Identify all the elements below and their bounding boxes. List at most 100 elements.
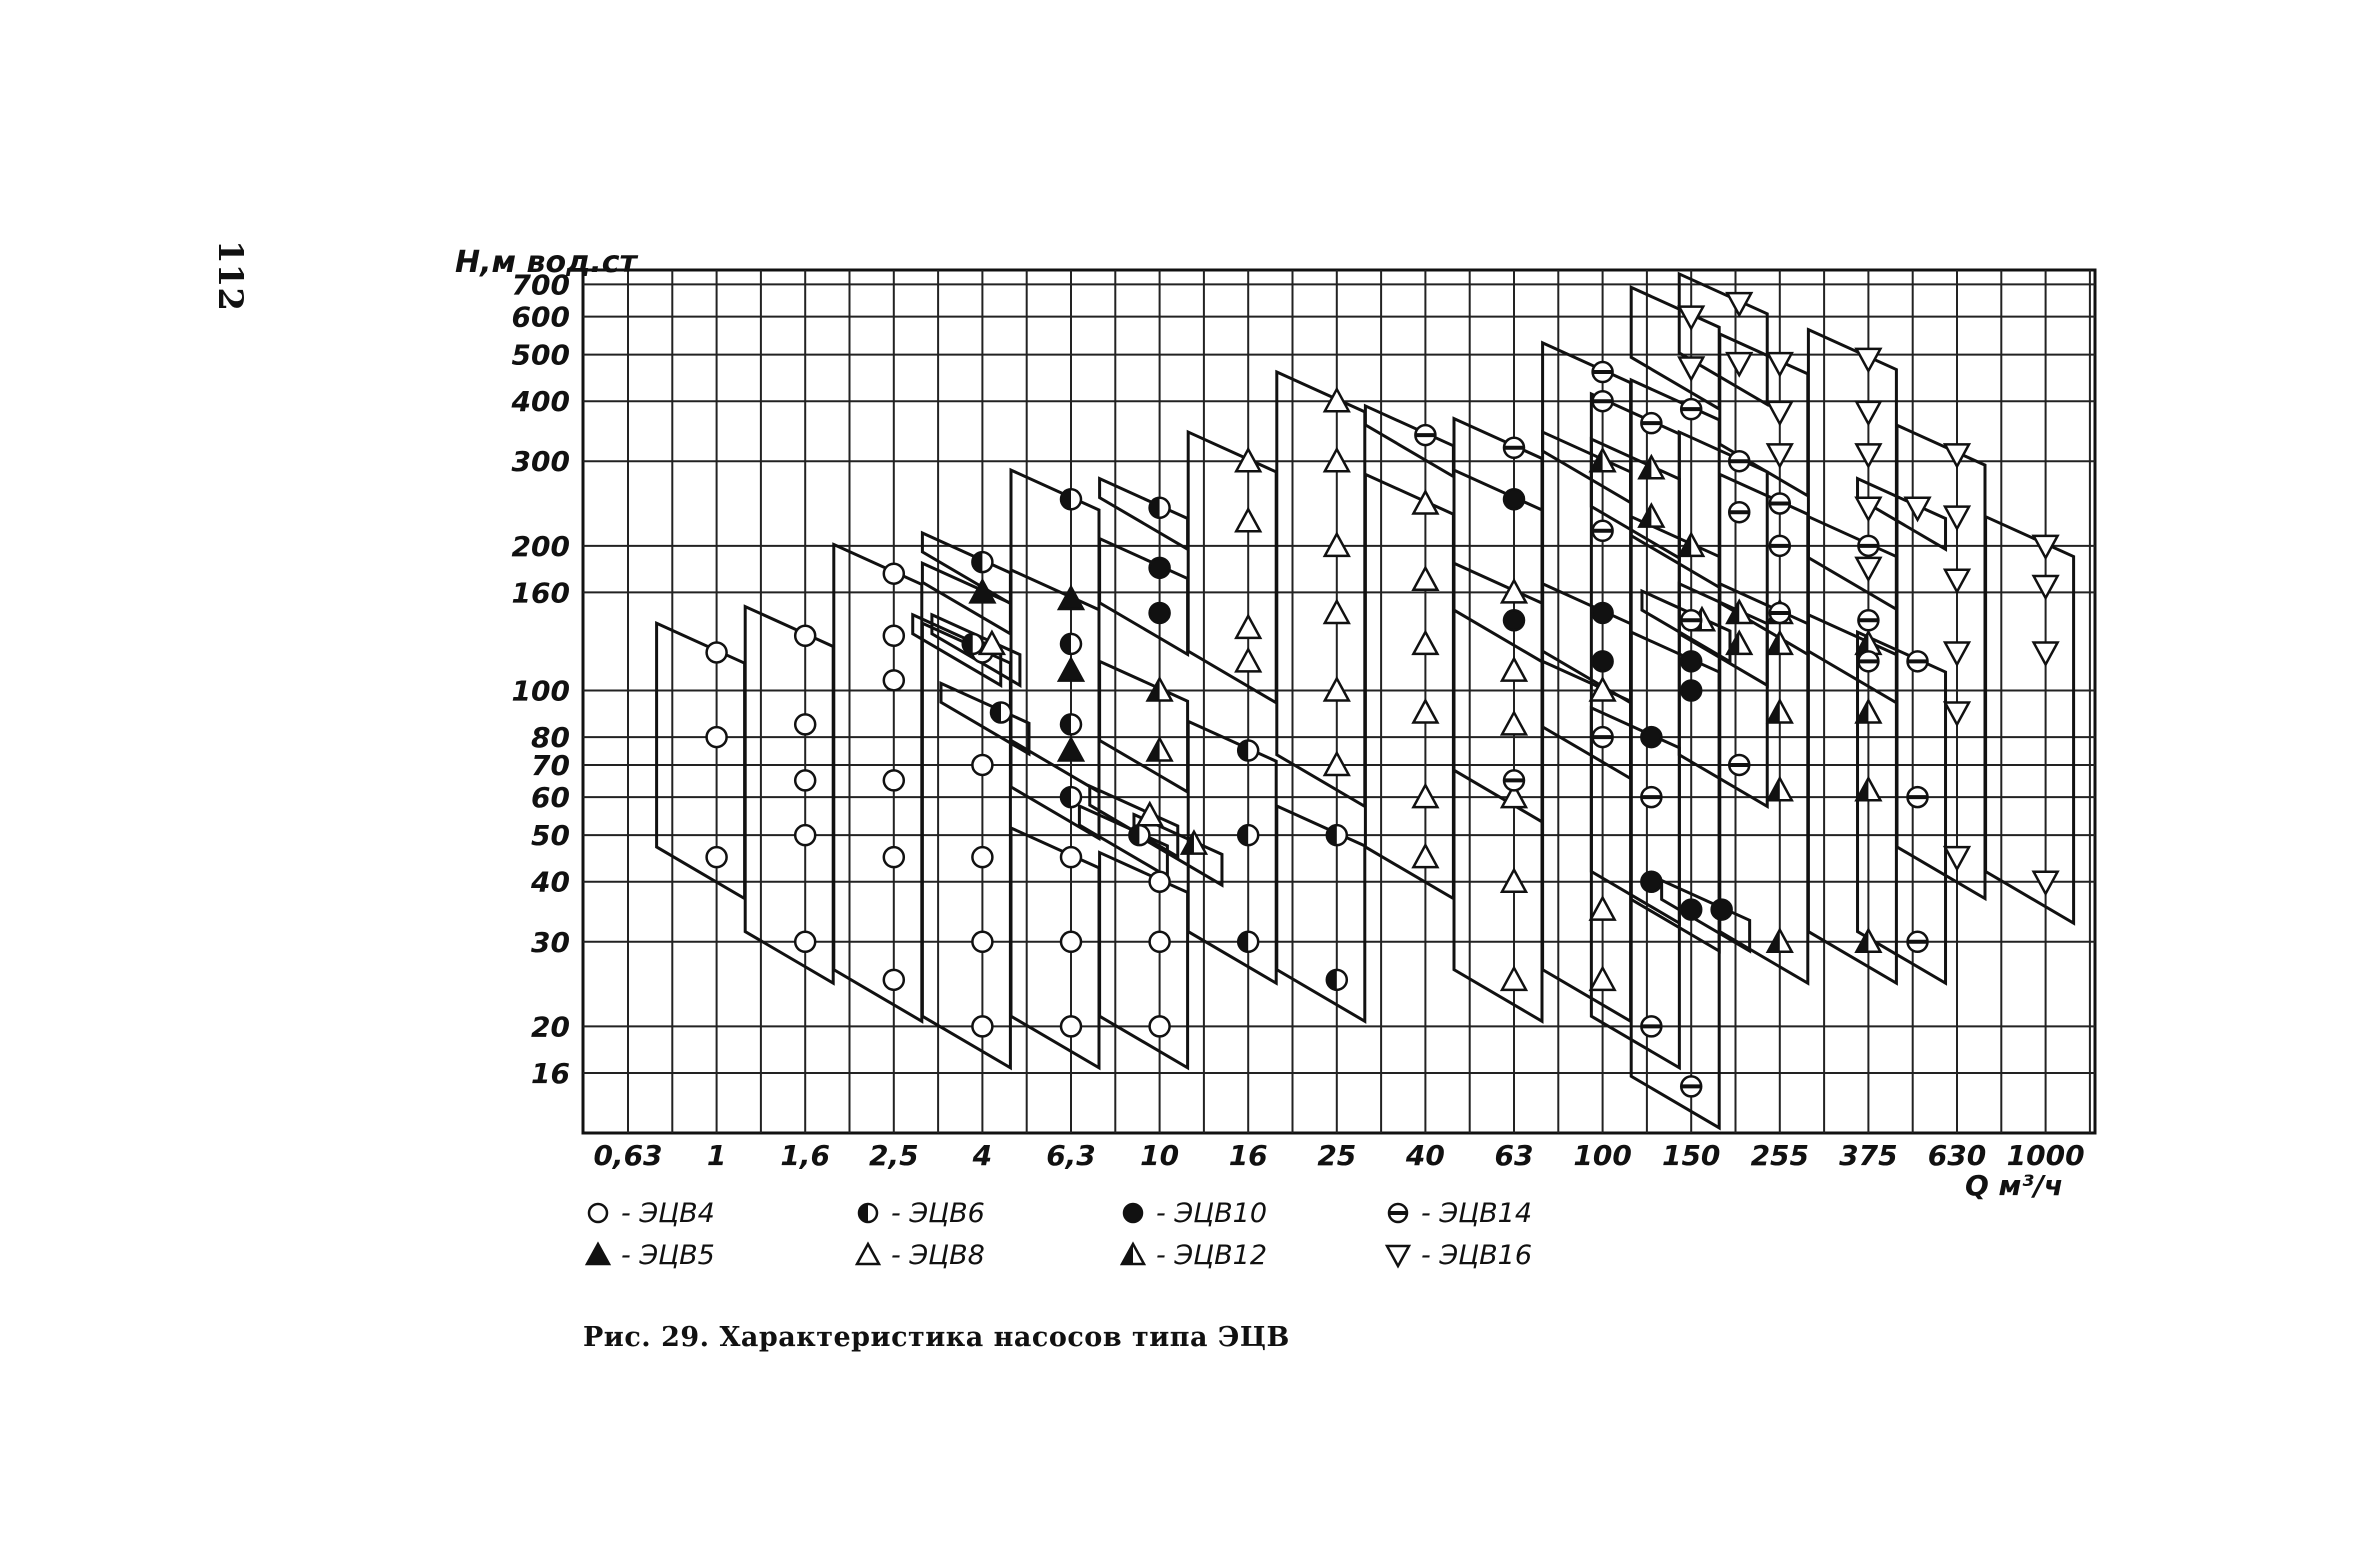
data-point (1588, 446, 1617, 473)
data-point (1765, 775, 1794, 802)
data-point (1591, 725, 1614, 749)
data-point (1059, 632, 1083, 656)
y-tick-label: 50 (531, 819, 570, 852)
data-point (1679, 679, 1703, 702)
legend-label: - ЭЦВ12 (1156, 1239, 1268, 1271)
data-point (1591, 389, 1614, 413)
data-point (1499, 965, 1529, 992)
legend-item: - ЭЦВ5 (583, 1238, 715, 1272)
pump-envelope (1541, 429, 1633, 506)
data-point (705, 725, 728, 749)
y-tick-label: 40 (530, 866, 570, 899)
legend-marker-icon (857, 1202, 879, 1224)
data-point (1854, 927, 1883, 954)
data-point (1322, 750, 1351, 777)
pump-envelope (1098, 659, 1190, 795)
pump-envelope (1098, 850, 1190, 1071)
data-point (1679, 609, 1703, 632)
x-tick-label: 630 (1928, 1139, 1986, 1172)
legend-label: - ЭЦВ6 (891, 1197, 985, 1229)
data-point (1679, 898, 1703, 921)
data-point (705, 845, 728, 869)
data-point (1677, 356, 1706, 383)
axis-ticks: 0,63 1 1,6 2,5 4 6,3 10 16 25 40 63 100 150 255 375 630… (511, 268, 2085, 1172)
data-point (793, 769, 817, 792)
legend-marker-icon (1384, 1244, 1412, 1269)
data-point (1854, 775, 1883, 802)
x-tick-label: 1000 (2007, 1139, 2085, 1172)
data-point (1725, 598, 1754, 625)
data-point (1854, 400, 1883, 427)
x-tick-label: 255 (1751, 1139, 1809, 1172)
x-tick-label: 150 (1662, 1139, 1720, 1172)
pump-envelope (1677, 271, 1769, 408)
data-point (1640, 870, 1663, 893)
data-point (1135, 800, 1164, 827)
data-point (968, 577, 997, 604)
data-point (1637, 453, 1666, 480)
data-point (1588, 965, 1617, 992)
data-point (882, 624, 906, 648)
data-point (1725, 629, 1754, 656)
data-point (1502, 609, 1526, 632)
data-point (1059, 785, 1083, 809)
legend-marker (1387, 1202, 1409, 1224)
data-point (1727, 500, 1751, 524)
data-point (1411, 629, 1440, 656)
data-point (1942, 701, 1972, 728)
data-point (961, 632, 984, 656)
x-tick-label: 375 (1839, 1139, 1897, 1172)
legend-marker-icon (1119, 1241, 1147, 1266)
y-tick-label: 600 (512, 301, 570, 334)
data-point (1148, 930, 1171, 954)
data-point (989, 701, 1013, 724)
data-point (1765, 629, 1794, 656)
data-point (1857, 609, 1880, 632)
data-point (1854, 496, 1883, 523)
data-point (1637, 502, 1666, 528)
data-point (1322, 531, 1351, 558)
pump-envelope (920, 560, 1012, 637)
data-point (1236, 739, 1260, 762)
data-point (1236, 930, 1260, 954)
data-point (1499, 782, 1529, 809)
legend-item: - ЭЦВ4 (583, 1196, 715, 1230)
data-point (1903, 496, 1932, 523)
data-point (1640, 411, 1663, 435)
legend-label: - ЭЦВ16 (1421, 1239, 1533, 1271)
pump-envelope (1186, 429, 1278, 706)
data-point (1056, 735, 1086, 762)
data-point (882, 968, 906, 992)
legend-item: - ЭЦВ8 (853, 1238, 985, 1272)
x-tick-label: 1 (707, 1139, 726, 1172)
data-point (1679, 650, 1703, 673)
pump-envelope (832, 542, 924, 1024)
data-point (1148, 556, 1171, 580)
data-point (1906, 650, 1929, 673)
legend-label: - ЭЦВ10 (1156, 1197, 1268, 1229)
legend-marker-icon (1387, 1202, 1409, 1224)
y-tick-label: 20 (531, 1010, 570, 1043)
pump-envelope (1452, 560, 1544, 1024)
pump-envelope (1275, 369, 1367, 809)
data-point (1854, 629, 1883, 656)
pump-envelope (1806, 327, 1898, 612)
data-point (1725, 351, 1754, 378)
data-point (1059, 488, 1083, 511)
data-point (2031, 870, 2060, 897)
data-point (882, 845, 906, 869)
data-point (1942, 505, 1972, 532)
data-point (882, 769, 906, 792)
data-point (1322, 598, 1351, 625)
data-point (793, 823, 817, 847)
data-point (971, 550, 994, 574)
pump-envelope (1541, 659, 1633, 1024)
data-point (1591, 601, 1614, 625)
data-point (1906, 785, 1929, 809)
data-point (1857, 534, 1880, 558)
legend: - ЭЦВ4 - ЭЦВ6 - ЭЦВ10 - ЭЦВ14 - ЭЦВ5 - ЭЦВ8 - … (583, 1196, 1583, 1276)
pump-envelope (1009, 567, 1101, 795)
x-tick-label: 16 (1229, 1139, 1268, 1172)
y-tick-label: 70 (531, 749, 570, 782)
data-point (1854, 443, 1883, 469)
